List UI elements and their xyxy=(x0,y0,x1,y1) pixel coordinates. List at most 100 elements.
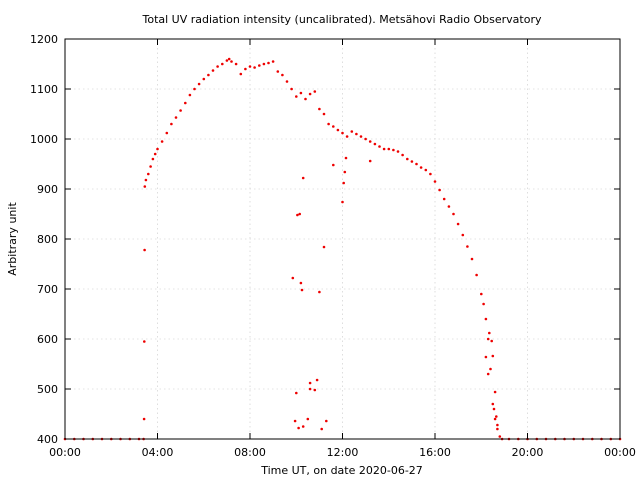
data-point xyxy=(364,137,367,141)
tick-labels: 00:00 04:00 08:00 12:00 16:00 20:00 00:0040050… xyxy=(30,33,636,459)
data-point xyxy=(486,372,490,376)
data-point xyxy=(313,388,317,392)
data-point xyxy=(304,97,307,101)
data-point xyxy=(271,60,275,63)
x-tick-label: 16:00 xyxy=(419,446,451,459)
data-point xyxy=(438,188,441,192)
data-point xyxy=(466,245,469,248)
data-point xyxy=(197,82,201,86)
data-point xyxy=(396,150,400,153)
data-point xyxy=(308,387,312,391)
y-tick-label: 500 xyxy=(37,383,58,396)
data-point xyxy=(308,381,312,385)
data-point xyxy=(327,122,330,126)
data-point xyxy=(253,66,256,69)
data-point xyxy=(165,131,169,135)
data-point xyxy=(308,92,312,96)
data-point xyxy=(322,245,326,249)
data-point xyxy=(378,145,381,148)
data-point xyxy=(244,67,247,71)
data-point xyxy=(297,426,300,430)
data-point xyxy=(318,107,321,111)
data-point xyxy=(442,197,446,201)
data-point xyxy=(491,354,495,358)
data-point xyxy=(350,130,354,133)
data-point xyxy=(373,142,377,146)
chart-title: Total UV radiation intensity (uncalibrat… xyxy=(142,13,542,26)
data-point xyxy=(143,185,147,188)
x-tick-label: 12:00 xyxy=(327,446,359,459)
data-point xyxy=(188,93,192,97)
data-point xyxy=(341,200,344,204)
data-point xyxy=(170,122,173,126)
data-point xyxy=(493,417,497,421)
data-point xyxy=(258,64,261,67)
data-point xyxy=(447,205,451,208)
data-point xyxy=(239,72,243,76)
data-point xyxy=(498,435,502,438)
data-point xyxy=(343,170,347,174)
data-point xyxy=(151,157,155,161)
data-point xyxy=(486,337,490,341)
data-point xyxy=(202,77,206,81)
data-point xyxy=(174,116,178,119)
data-point xyxy=(482,302,485,306)
data-point xyxy=(153,152,157,156)
data-point xyxy=(142,417,146,421)
data-point xyxy=(144,178,148,182)
data-point xyxy=(230,60,233,63)
data-point xyxy=(315,378,319,382)
data-point xyxy=(299,281,303,285)
axis-ticks xyxy=(64,38,621,440)
data-point xyxy=(227,57,231,61)
y-tick-label: 1000 xyxy=(30,133,58,146)
data-point xyxy=(234,62,238,66)
data-point xyxy=(248,65,252,68)
data-point xyxy=(221,62,224,66)
data-point xyxy=(149,165,152,168)
data-point xyxy=(325,419,328,423)
y-tick-label: 1100 xyxy=(30,83,58,96)
data-point xyxy=(470,257,474,261)
data-point xyxy=(320,427,324,431)
y-tick-label: 600 xyxy=(37,333,58,346)
data-point xyxy=(156,147,159,151)
y-tick-label: 700 xyxy=(37,283,58,296)
data-point xyxy=(491,402,495,406)
data-point xyxy=(285,80,289,83)
data-point xyxy=(368,159,372,163)
x-tick-label: 00:00 xyxy=(604,446,636,459)
data-point xyxy=(301,425,305,428)
data-point xyxy=(143,340,146,343)
data-point xyxy=(461,233,465,237)
data-point xyxy=(345,135,349,138)
data-point xyxy=(496,423,499,427)
y-tick-label: 400 xyxy=(37,433,58,446)
data-point xyxy=(332,125,335,128)
data-point xyxy=(179,109,182,112)
data-point xyxy=(318,290,321,294)
data-point xyxy=(419,166,423,169)
data-point xyxy=(322,112,326,116)
data-point xyxy=(299,91,303,95)
data-point xyxy=(406,157,409,161)
data-point xyxy=(193,87,196,91)
data-point xyxy=(433,180,437,183)
data-point xyxy=(296,213,299,217)
data-point xyxy=(489,367,492,371)
data-point xyxy=(295,95,298,98)
x-tick-label: 08:00 xyxy=(234,446,266,459)
data-point xyxy=(492,407,496,411)
data-point xyxy=(211,69,215,72)
data-point xyxy=(147,172,150,176)
data-point xyxy=(401,153,404,157)
x-tick-label: 04:00 xyxy=(142,446,174,459)
data-point xyxy=(293,419,297,423)
data-point xyxy=(495,415,498,418)
data-point xyxy=(298,212,302,216)
data-point xyxy=(306,417,310,421)
y-axis-label: Arbitrary unit xyxy=(6,202,19,276)
data-point xyxy=(488,331,491,335)
data-point xyxy=(342,181,346,185)
